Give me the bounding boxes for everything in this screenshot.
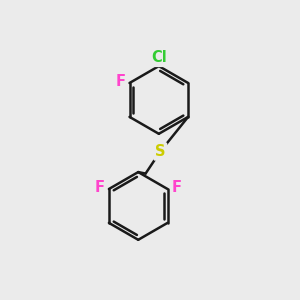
Text: S: S [155,144,166,159]
Text: F: F [172,180,182,195]
Text: F: F [116,74,126,89]
Text: F: F [94,180,104,195]
Text: Cl: Cl [151,50,167,65]
